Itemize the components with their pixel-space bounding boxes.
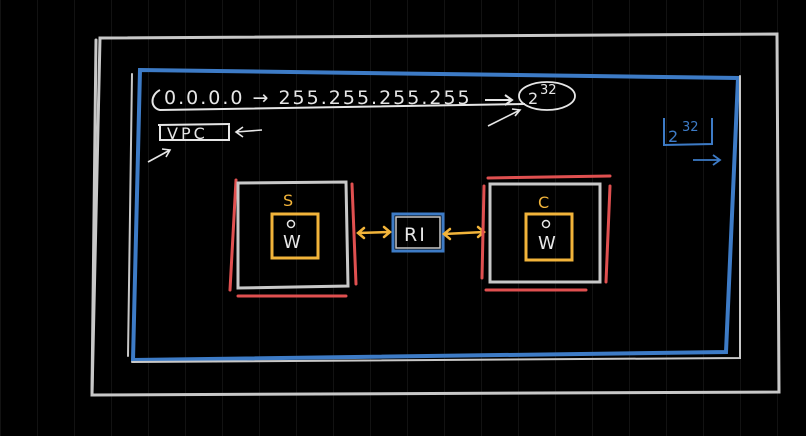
vpc-up-arrow	[147, 148, 172, 163]
left-inner-box	[270, 212, 320, 260]
corner-count: 2 32	[663, 118, 722, 166]
right-inner-dot	[541, 219, 551, 229]
vpc-label: VPC	[167, 124, 208, 143]
right-inner-box	[524, 212, 574, 262]
range-text: 0.0.0.0 → 255.255.255.255	[164, 87, 472, 109]
vpc-label-group: VPC	[147, 123, 263, 163]
outer-frame-inner-stroke	[90, 38, 98, 395]
range-arrow	[485, 94, 514, 106]
corner-arrow	[693, 154, 722, 166]
vpc-range: 0.0.0.0 → 255.255.255.255 2 32	[151, 81, 576, 127]
right-inner-letter: W	[538, 233, 556, 254]
left-top-letter: S	[283, 191, 293, 210]
router: RI	[391, 212, 445, 253]
corner-count-base: 2	[668, 127, 678, 146]
left-inner-dot	[286, 219, 296, 229]
vpc-box-gray-shadow	[127, 73, 741, 363]
left-box-gray	[236, 180, 350, 290]
right-connector	[442, 225, 486, 241]
corner-count-exp: 32	[682, 120, 699, 135]
vpc-box	[127, 67, 741, 363]
left-connector	[356, 225, 392, 240]
vpc-label-box	[157, 123, 231, 141]
router-inner-box	[395, 216, 441, 249]
left-box-red	[228, 178, 358, 298]
left-box: S W	[228, 178, 358, 298]
right-box: C W	[480, 174, 612, 292]
count-pointer-arrow	[487, 108, 522, 127]
vpc-box-stroke	[130, 67, 741, 363]
vpc-left-arrow	[234, 126, 263, 138]
outer-frame	[90, 32, 781, 397]
count-ellipse	[518, 81, 576, 111]
router-label: RI	[404, 224, 427, 246]
right-box-gray	[488, 182, 602, 284]
count-base: 2	[528, 89, 538, 108]
router-box	[391, 212, 445, 253]
corner-count-box	[663, 118, 713, 147]
right-top-letter: C	[538, 193, 549, 212]
count-exp: 32	[540, 83, 557, 98]
right-box-red	[480, 174, 612, 292]
range-bracket	[151, 89, 526, 112]
left-inner-letter: W	[283, 232, 301, 253]
